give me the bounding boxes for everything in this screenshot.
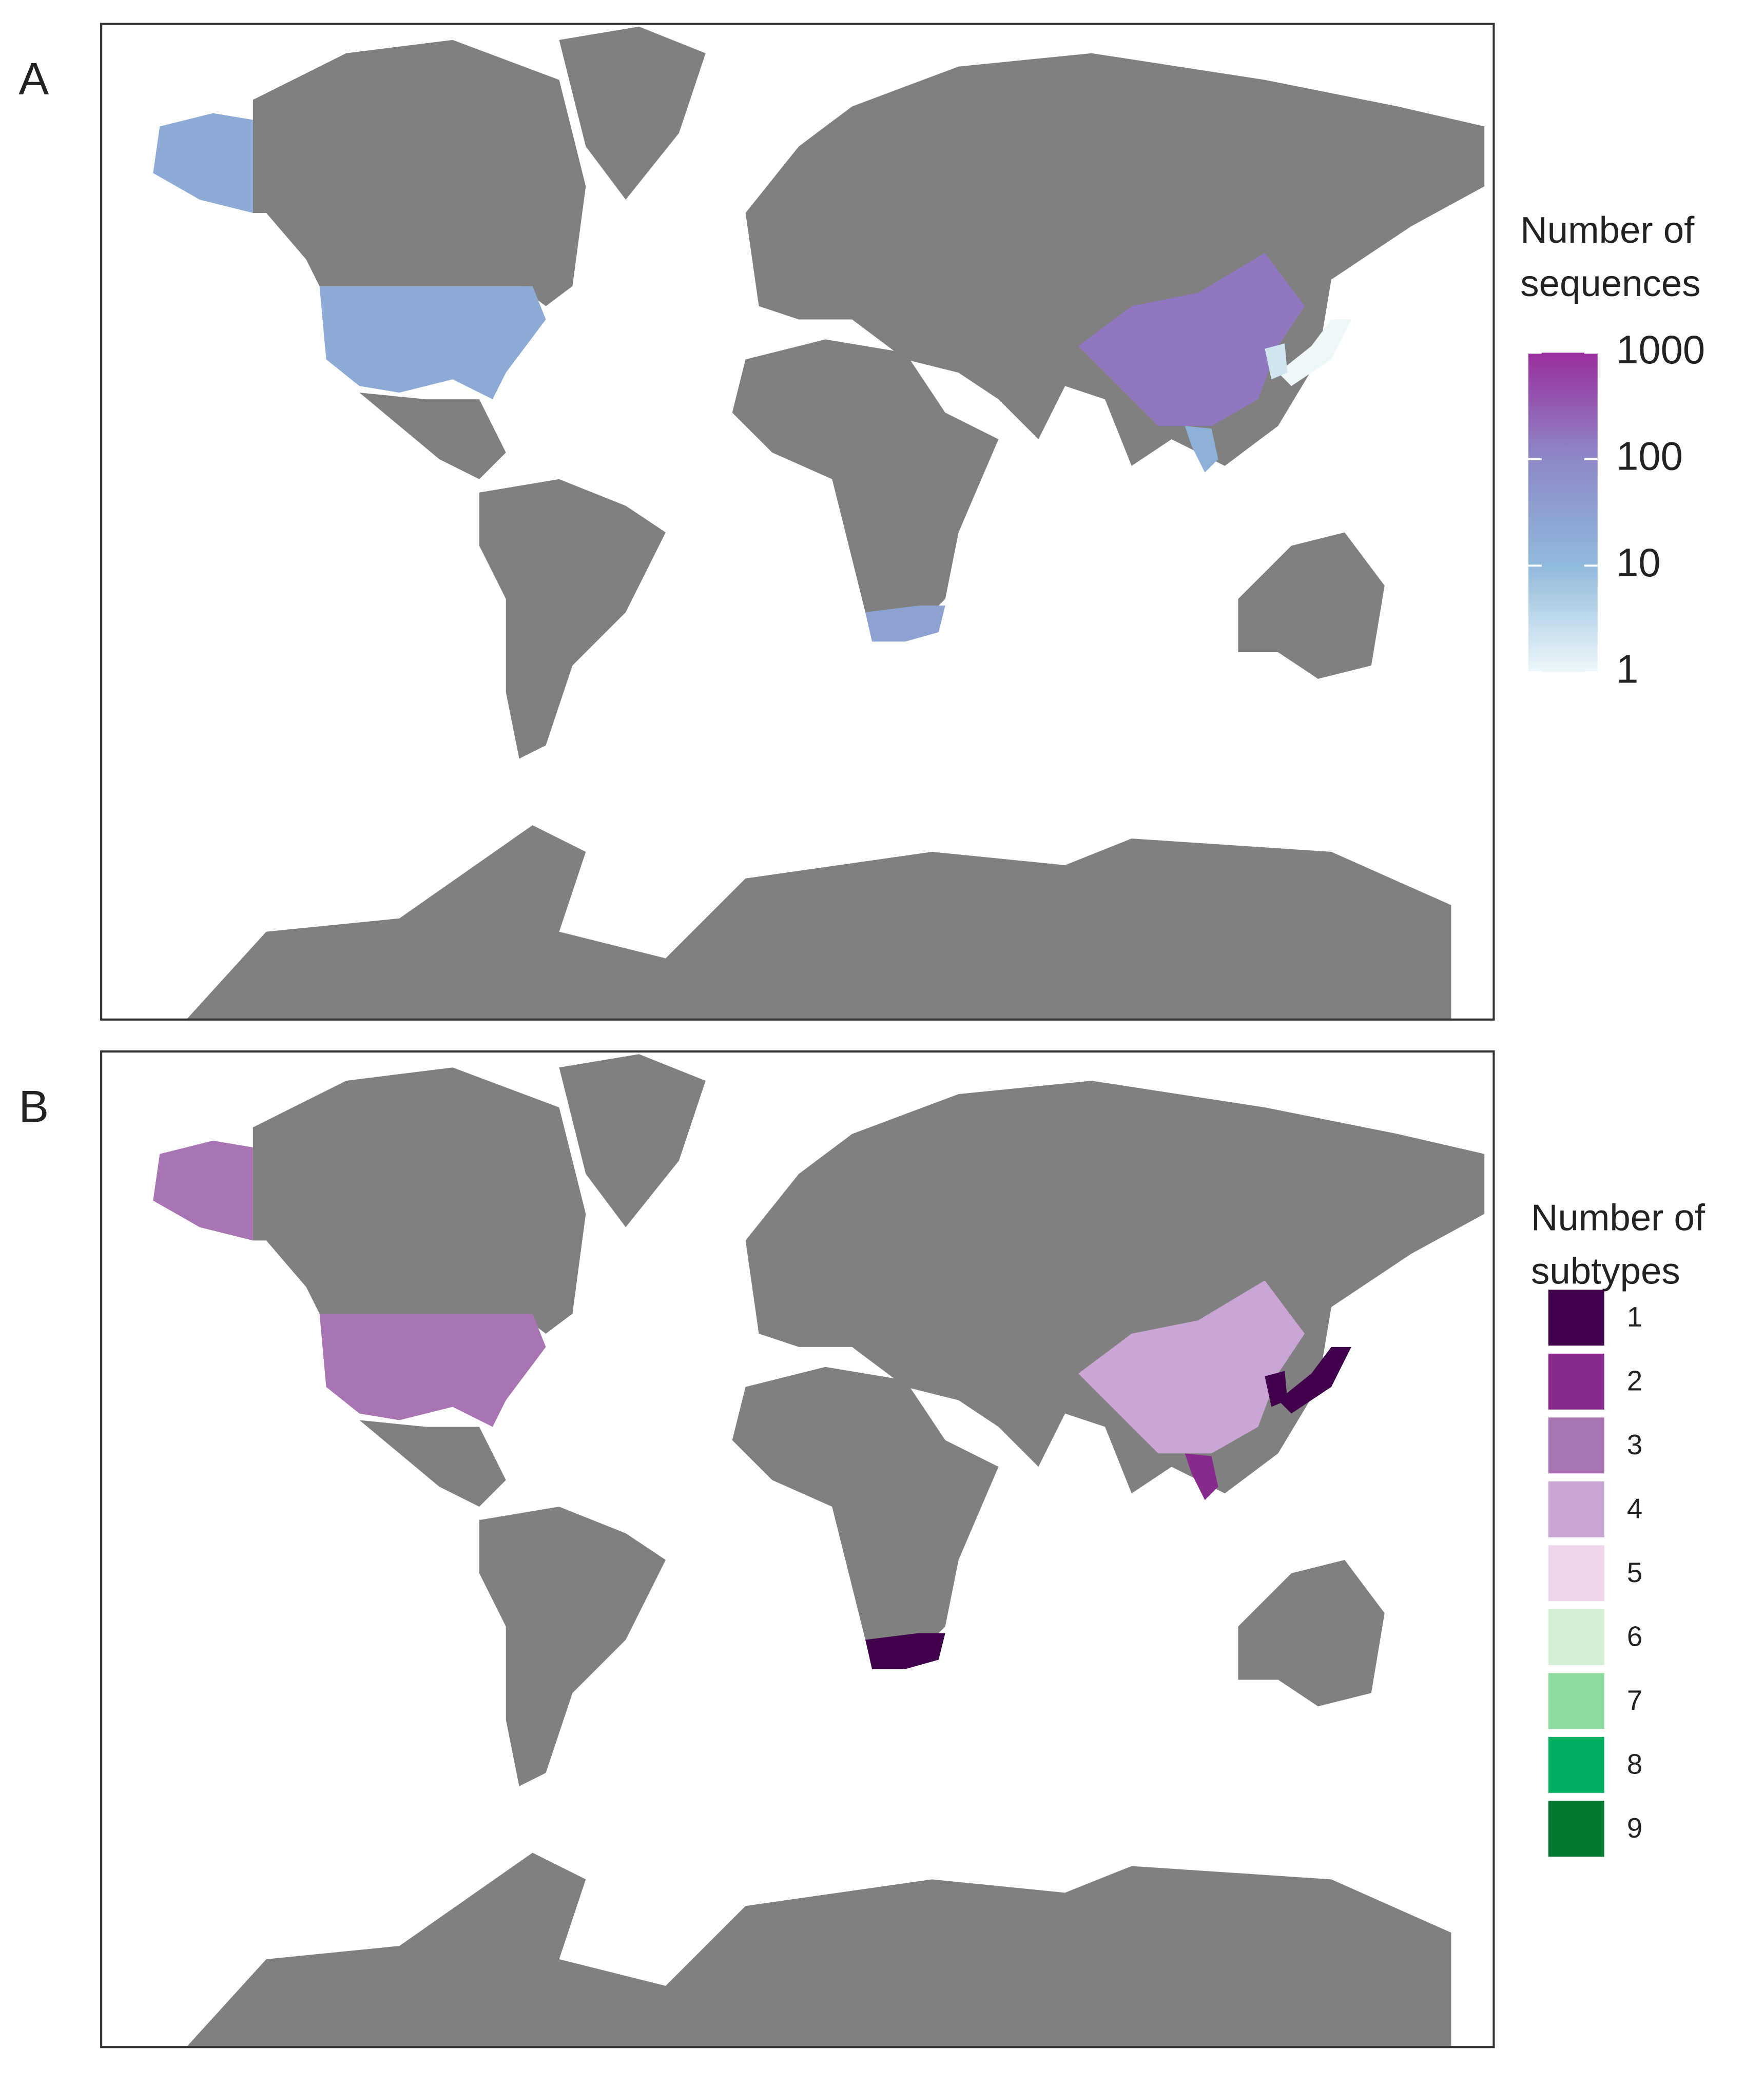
region: [1185, 426, 1218, 473]
region: [865, 606, 945, 642]
region: [1078, 252, 1305, 426]
legend-label: 2: [1627, 1365, 1642, 1396]
legend-label: 4: [1627, 1493, 1642, 1524]
legend-label: 6: [1627, 1621, 1642, 1652]
colorbar-tick-label: 1: [1616, 647, 1638, 691]
map: [153, 1054, 1485, 2047]
panel-frame: [100, 23, 1495, 1021]
region: [153, 1140, 546, 1427]
region: [153, 113, 546, 400]
panel-label: B: [18, 1081, 49, 1132]
land: [186, 1054, 1485, 2047]
legend-key: [1548, 1801, 1604, 1857]
legend-label: 9: [1627, 1812, 1642, 1844]
map: [153, 26, 1485, 1020]
legend-title: sequences: [1520, 263, 1700, 304]
legend-label: 3: [1627, 1429, 1642, 1460]
legend-key: [1548, 1290, 1604, 1346]
panel-label: A: [18, 53, 49, 104]
legend-key: [1548, 1353, 1604, 1410]
region: [1185, 1453, 1218, 1500]
legend-key: [1548, 1481, 1604, 1537]
panels: A Number of sequences 1 10 100 1000 B Number of s…: [18, 23, 1705, 2049]
legend-title: subtypes: [1531, 1250, 1680, 1292]
region: [1278, 319, 1351, 386]
legend-title: Number of: [1531, 1197, 1705, 1239]
legend-key: [1548, 1737, 1604, 1793]
colorbar: [1528, 353, 1598, 672]
colorbar-tick-label: 10: [1616, 541, 1661, 585]
legend-label: 1: [1627, 1301, 1642, 1333]
region: [1078, 1280, 1305, 1454]
region: [1278, 1347, 1351, 1414]
legend-key: [1548, 1609, 1604, 1665]
region: [1265, 343, 1288, 380]
legend-key: [1548, 1417, 1604, 1474]
panel-frame: [100, 1050, 1495, 2049]
region: [1265, 1371, 1288, 1407]
legend-label: 5: [1627, 1557, 1642, 1588]
map-panel: A Number of sequences 1 10 100 1000: [18, 23, 1705, 1021]
legend-label: 7: [1627, 1685, 1642, 1716]
colorbar-tick-label: 1000: [1616, 328, 1705, 372]
map-panel: B Number of subtypes 1 2 3 4 5 6 7 8 9: [18, 1050, 1705, 2049]
legend-key: [1548, 1673, 1604, 1729]
legend-label: 8: [1627, 1748, 1642, 1780]
land: [186, 26, 1485, 1020]
legend-key: [1548, 1545, 1604, 1602]
legend-title: Number of: [1520, 209, 1695, 251]
region: [865, 1633, 945, 1669]
colorbar-tick-label: 100: [1616, 434, 1683, 478]
